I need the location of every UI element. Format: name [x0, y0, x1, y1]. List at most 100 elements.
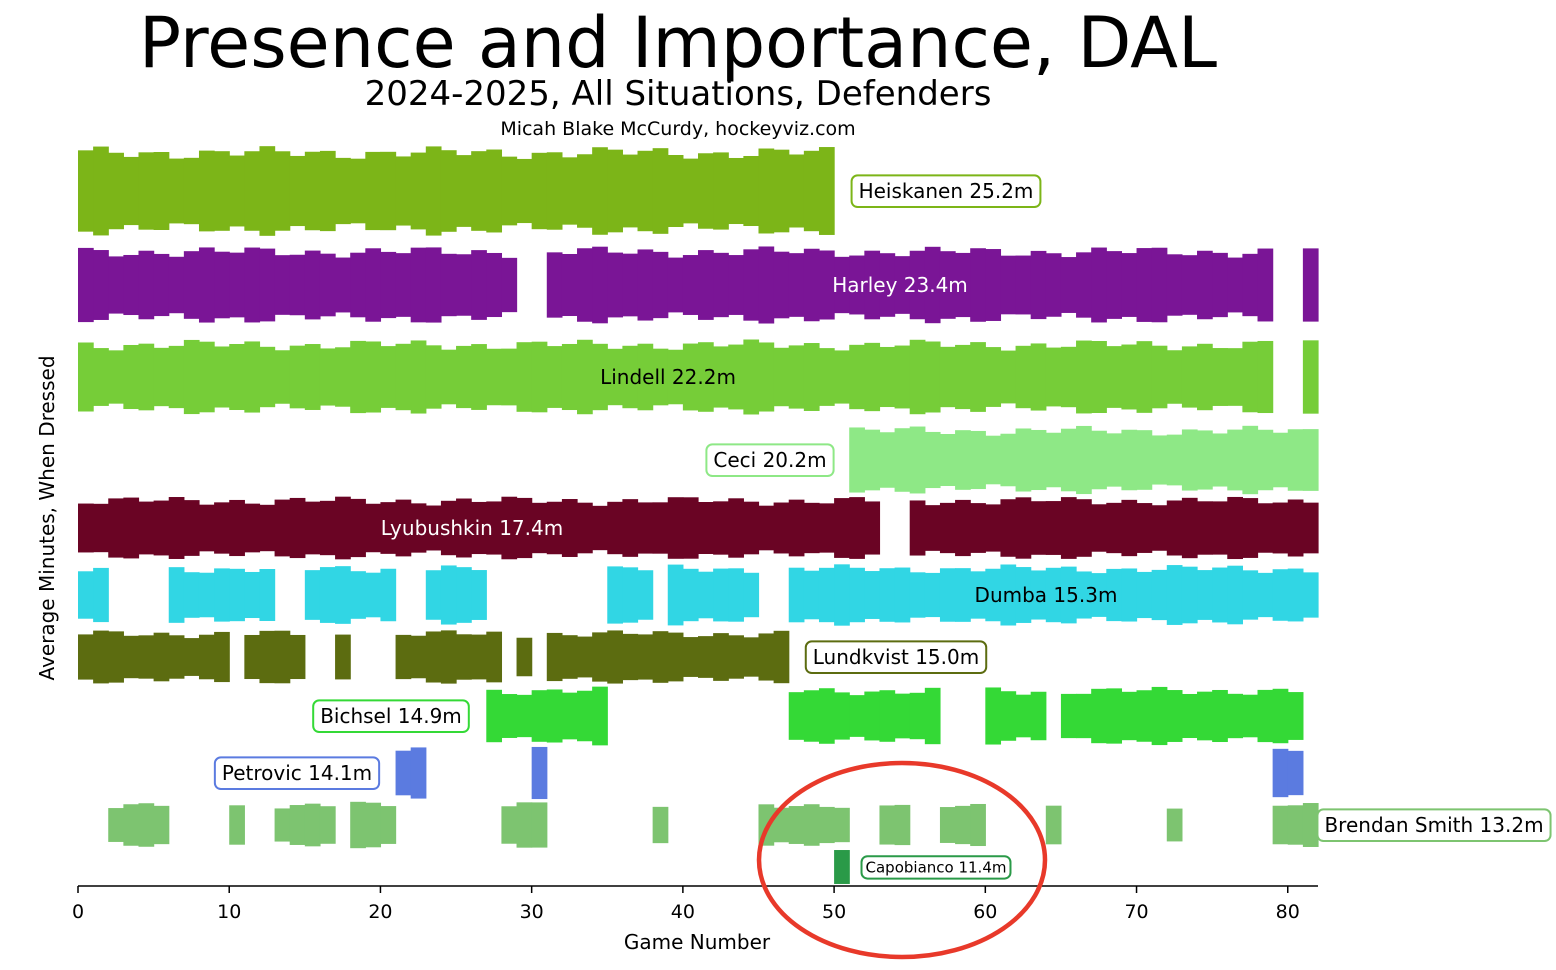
- game-bar: [259, 504, 276, 552]
- game-bar: [1091, 247, 1107, 323]
- game-bar: [1197, 570, 1213, 620]
- game-bar: [622, 345, 639, 409]
- game-bar: [365, 802, 382, 848]
- game-bar: [592, 147, 608, 235]
- game-bar: [1121, 429, 1138, 491]
- game-bar: [985, 249, 1002, 321]
- game-bar: [667, 564, 684, 626]
- game-bar: [909, 572, 926, 618]
- game-bar: [849, 427, 865, 493]
- game-bar: [1287, 692, 1304, 740]
- game-bar: [864, 429, 881, 491]
- row-lindell: [78, 339, 1319, 415]
- game-bar: [471, 250, 487, 320]
- game-bar: [637, 249, 654, 321]
- game-bar: [198, 634, 215, 680]
- row-lundkvist: [78, 630, 790, 684]
- game-bar: [1045, 432, 1062, 488]
- game-bar: [1212, 433, 1228, 487]
- game-bar: [879, 432, 896, 488]
- game-bar: [183, 157, 200, 225]
- game-bar: [985, 568, 1002, 622]
- game-bar: [1197, 501, 1213, 555]
- game-bar: [773, 807, 790, 843]
- game-bar: [168, 567, 185, 623]
- game-bar: [1181, 497, 1198, 559]
- game-bar: [410, 340, 427, 414]
- game-bar: [546, 346, 563, 408]
- game-bar: [1166, 434, 1183, 486]
- game-bar: [244, 571, 261, 619]
- game-bar: [168, 256, 185, 314]
- game-bar: [516, 497, 533, 559]
- game-bar: [652, 348, 669, 406]
- game-bar: [955, 805, 971, 845]
- game-bar: [365, 503, 382, 553]
- game-bar: [78, 503, 94, 553]
- game-bar: [425, 570, 442, 620]
- game-bar: [713, 152, 729, 230]
- game-bar: [229, 155, 245, 227]
- game-bar: [561, 343, 578, 411]
- game-bar: [1227, 348, 1243, 406]
- game-bar: [229, 568, 245, 622]
- game-bar: [1045, 253, 1062, 317]
- game-bar: [1076, 571, 1092, 619]
- game-bar: [788, 499, 805, 557]
- game-bar: [531, 746, 548, 800]
- row-bichsel: [486, 686, 1304, 746]
- game-bar: [410, 247, 427, 323]
- game-bar: [214, 502, 230, 554]
- game-bar: [289, 634, 306, 680]
- game-bar: [879, 568, 896, 622]
- game-bar: [728, 568, 744, 622]
- game-bar: [546, 252, 563, 318]
- game-bar: [123, 497, 140, 559]
- game-bar: [1106, 502, 1123, 554]
- game-bar: [1136, 248, 1153, 322]
- game-bar: [622, 499, 639, 557]
- game-bar: [289, 805, 306, 845]
- game-bar: [214, 631, 230, 683]
- game-bar: [1000, 255, 1017, 315]
- game-bar: [229, 499, 245, 557]
- game-bar: [622, 253, 639, 317]
- game-bar: [939, 346, 956, 408]
- game-bar: [909, 426, 926, 494]
- game-bar: [259, 248, 276, 322]
- game-bar: [985, 435, 1002, 485]
- game-bar: [637, 570, 654, 620]
- game-bar: [970, 248, 986, 322]
- game-bar: [1302, 502, 1319, 554]
- game-bar: [471, 570, 487, 620]
- game-bar: [577, 154, 593, 228]
- game-bar: [1106, 251, 1123, 319]
- game-bar: [637, 150, 654, 232]
- game-bar: [289, 345, 306, 409]
- game-bar: [546, 632, 563, 682]
- game-bar: [108, 631, 124, 683]
- game-bar: [1060, 566, 1077, 624]
- game-bar: [138, 501, 155, 555]
- game-bar: [1030, 250, 1047, 320]
- game-bar: [1212, 567, 1228, 623]
- game-bar: [743, 155, 760, 227]
- game-bar: [879, 346, 896, 408]
- game-bar: [138, 250, 155, 320]
- player-label: Petrovic 14.1m: [222, 761, 372, 785]
- game-bar: [1151, 569, 1168, 621]
- game-bar: [622, 633, 639, 681]
- game-bar: [1242, 498, 1259, 558]
- game-bar: [183, 339, 200, 415]
- player-label: Capobianco 11.4m: [866, 858, 1007, 876]
- game-bar: [818, 688, 835, 744]
- game-bar: [531, 802, 548, 848]
- game-bar: [713, 633, 729, 681]
- game-bar: [607, 348, 623, 406]
- game-bar: [93, 250, 109, 320]
- game-bar: [350, 340, 366, 414]
- game-bar: [1302, 572, 1319, 618]
- game-bar: [501, 496, 518, 560]
- game-bar: [1106, 433, 1123, 487]
- game-bar: [1197, 430, 1213, 490]
